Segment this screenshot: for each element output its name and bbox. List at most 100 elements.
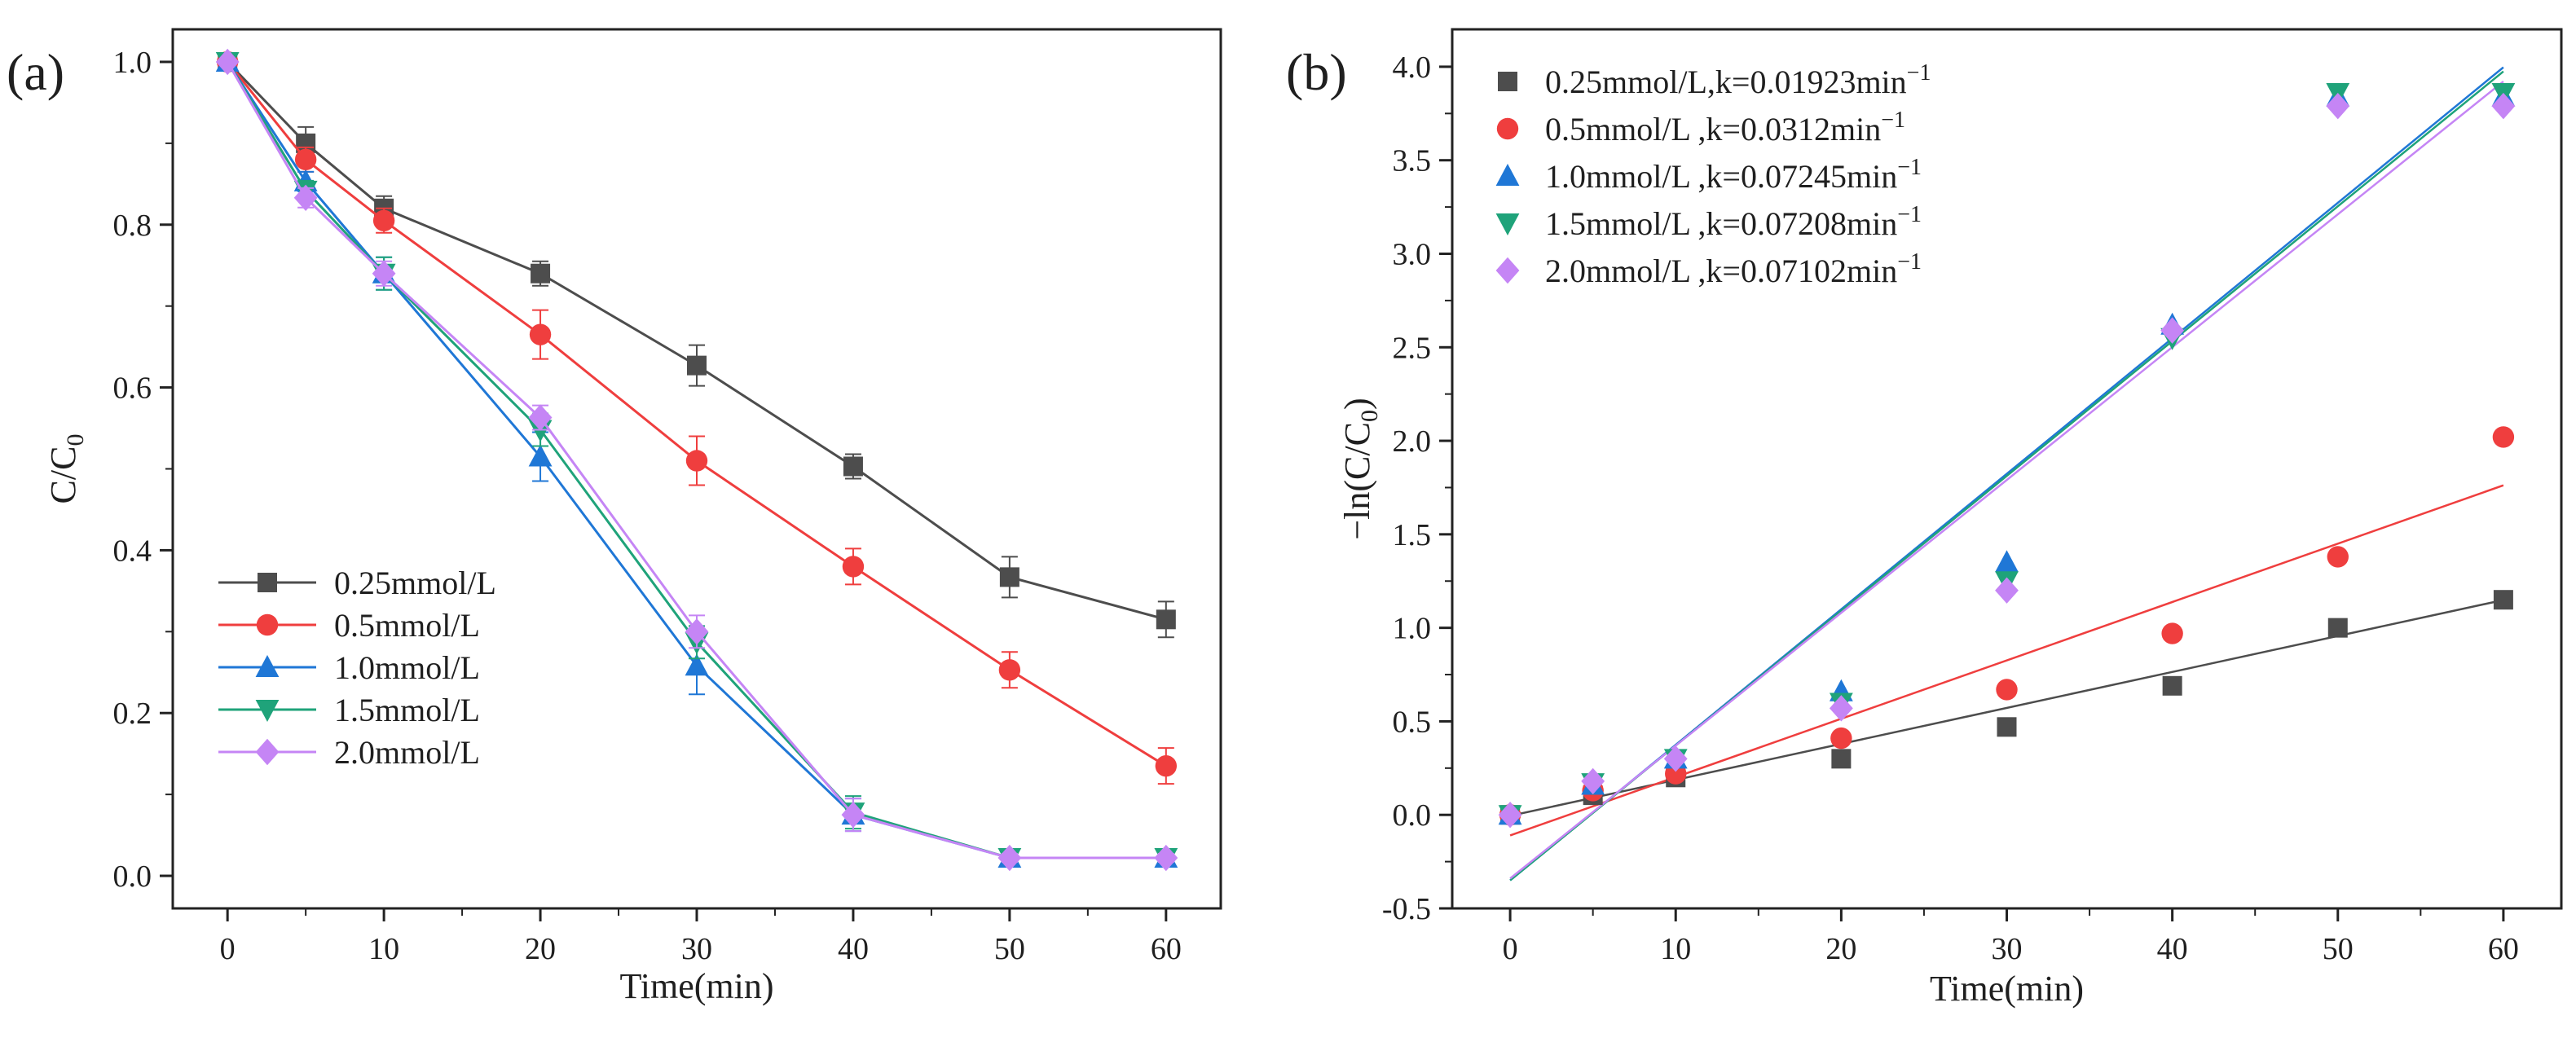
panel-b-data-point [2160,317,2185,344]
panel-a-x-tick-label: 60 [1151,932,1182,966]
panel-b-y-tick-label: 3.0 [1393,237,1432,271]
panel-a-x-tick-label: 20 [525,932,556,966]
panel-a-y-tick-label: 0.4 [113,534,152,568]
panel-b-fit-line [1509,81,2504,880]
panel-a-y-tick-label: 0.0 [113,860,152,894]
panel-a-series-line [227,60,1167,621]
panel-b-y-tick-label: 0.5 [1393,705,1432,739]
panel-b-fit-line [1509,484,2504,837]
panel-b-y-axis-title-main: −ln(C/C [1337,422,1377,540]
panel-a-data-point [685,618,709,645]
panel-b-data [1498,66,2516,882]
panel-b-data-point [2493,590,2513,610]
panel-a-data-point [685,653,709,676]
panel-a-legend-label: 0.5mmol/L [334,607,480,644]
panel-b-y-tick-label: 3.5 [1393,144,1432,178]
panel-b-data-point [2161,622,2183,644]
panel-a-data-point [999,567,1019,587]
panel-a-data-point [841,801,865,829]
panel-a-data-point [998,659,1021,681]
panel-b-legend-marker [1495,257,1520,284]
panel-a-plot-frame [171,28,1222,910]
panel-b: (b) 0 10 20 30 40 50 60 -0.5 0.0 0.5 1.0 1.5 2.0 2.5 3… [1286,28,2563,1009]
panel-a-data-point [1154,844,1178,872]
panel-a-x-tick-label: 10 [368,932,399,966]
panel-a-legend-label: 1.5mmol/L [334,692,480,728]
panel-a-legend-marker [255,738,280,766]
panel-b-plot-frame [1451,28,2563,910]
panel-a-data-point [842,556,865,578]
panel-b-data-point [1830,727,1852,750]
panel-b-legend-label: 0.5mmol/L ,k=0.0312min−1 [1545,108,1905,147]
panel-a-x-tick-label: 30 [681,932,712,966]
panel-a-legend-label: 0.25mmol/L [334,565,496,601]
panel-a-data-point [531,263,551,284]
panel-b-data-point [1997,717,2017,737]
panel-b-data-point [1996,679,2018,701]
panel-a-y-axis-title-main: C/C [43,446,83,504]
panel-b-data-point [2162,675,2182,696]
panel-a-data-point [215,48,240,76]
panel-a-y-axis-title: C/C0 [43,434,89,504]
panel-b-legend-marker [1496,117,1519,140]
panel-b-data-point [2327,618,2348,638]
panel-b-x-tick-label: 40 [2157,932,2188,966]
panel-b-legend-label: 0.25mmol/L,k=0.01923min−1 [1545,60,1931,100]
panel-a-y-tick-label: 0.8 [113,209,152,243]
panel-b-data-point [1995,550,2019,573]
panel-b-y-tick-label: 0.0 [1393,798,1432,833]
panel-b-x-tick-label: 10 [1660,932,1691,966]
panel-b-legend-label: 2.0mmol/L ,k=0.07102min−1 [1545,249,1922,289]
panel-a-x-tick-label: 0 [220,932,236,966]
panel-b-legend-label: 1.5mmol/L ,k=0.07208min−1 [1545,202,1922,242]
panel-a-data-point [843,456,863,477]
panel-a-legend: 0.25mmol/L 0.5mmol/L 1.0mmol/L 1.5mmol/L 2.0… [218,565,496,771]
panel-b-y-tick-label: 2.5 [1393,331,1432,365]
panel-b-x-tick-label: 60 [2488,932,2519,966]
panel-b-legend-marker [1498,72,1517,91]
panel-a-data-point [1156,609,1176,630]
panel-b-data-point [2327,546,2349,568]
panel-a-data-point [687,355,707,376]
panel-b-legend-marker [1495,164,1520,186]
panel-a-ticks: 0 10 20 30 40 50 60 0.0 0.2 0.4 0.6 0.8 1.0 [113,46,1182,966]
panel-a-y-tick-label: 0.6 [113,372,152,406]
panel-a-legend-marker [256,613,279,636]
panel-a-data-point [1155,754,1178,777]
panel-a-data-point [372,209,395,231]
panel-b-data-point [2491,92,2516,120]
panel-b-data-point [1663,745,1688,772]
panel-a-data-point [997,844,1022,872]
panel-b-x-tick-label: 50 [2323,932,2354,966]
panel-a-data-point [528,444,553,467]
panel-b-x-axis-title: Time(min) [1930,969,2084,1009]
panel-b-data-point [1581,767,1605,795]
panel-label-b: (b) [1286,43,1347,101]
panel-b-y-axis-title: −ln(C/C0) [1337,398,1383,539]
panel-b-y-tick-label: 2.0 [1393,424,1432,459]
panel-b-data-point [1829,695,1853,722]
panel-a: (a) 0 10 20 30 40 50 60 0.0 0.2 0.4 0.6 0.8 1.0 Time… [7,28,1222,1006]
panel-a-legend-label: 1.0mmol/L [334,649,480,686]
panel-b-x-tick-label: 30 [1992,932,2023,966]
panel-a-data [215,48,1178,872]
panel-b-legend: 0.25mmol/L,k=0.01923min−1 0.5mmol/L ,k=0.… [1495,60,1931,289]
panel-a-legend-marker [258,573,277,592]
panel-a-legend-label: 2.0mmol/L [334,734,480,771]
panel-a-y-tick-label: 1.0 [113,46,152,80]
panel-a-data-point [528,404,553,431]
panel-b-data-point [1498,802,1522,829]
panel-b-data-point [1995,577,2019,604]
panel-b-y-tick-label: 1.0 [1393,612,1432,646]
panel-a-x-tick-label: 50 [994,932,1025,966]
panel-a-data-point [293,184,318,212]
panel-a-legend-marker [255,655,280,677]
panel-a-y-tick-label: 0.2 [113,697,152,731]
panel-b-legend-marker [1495,213,1520,235]
panel-b-y-tick-label: 1.5 [1393,518,1432,552]
panel-b-data-point [2326,92,2350,120]
panel-b-legend-label: 1.0mmol/L ,k=0.07245min−1 [1545,155,1922,195]
panel-a-series-line [227,61,1167,767]
panel-b-y-axis-title-close: ) [1337,398,1377,410]
